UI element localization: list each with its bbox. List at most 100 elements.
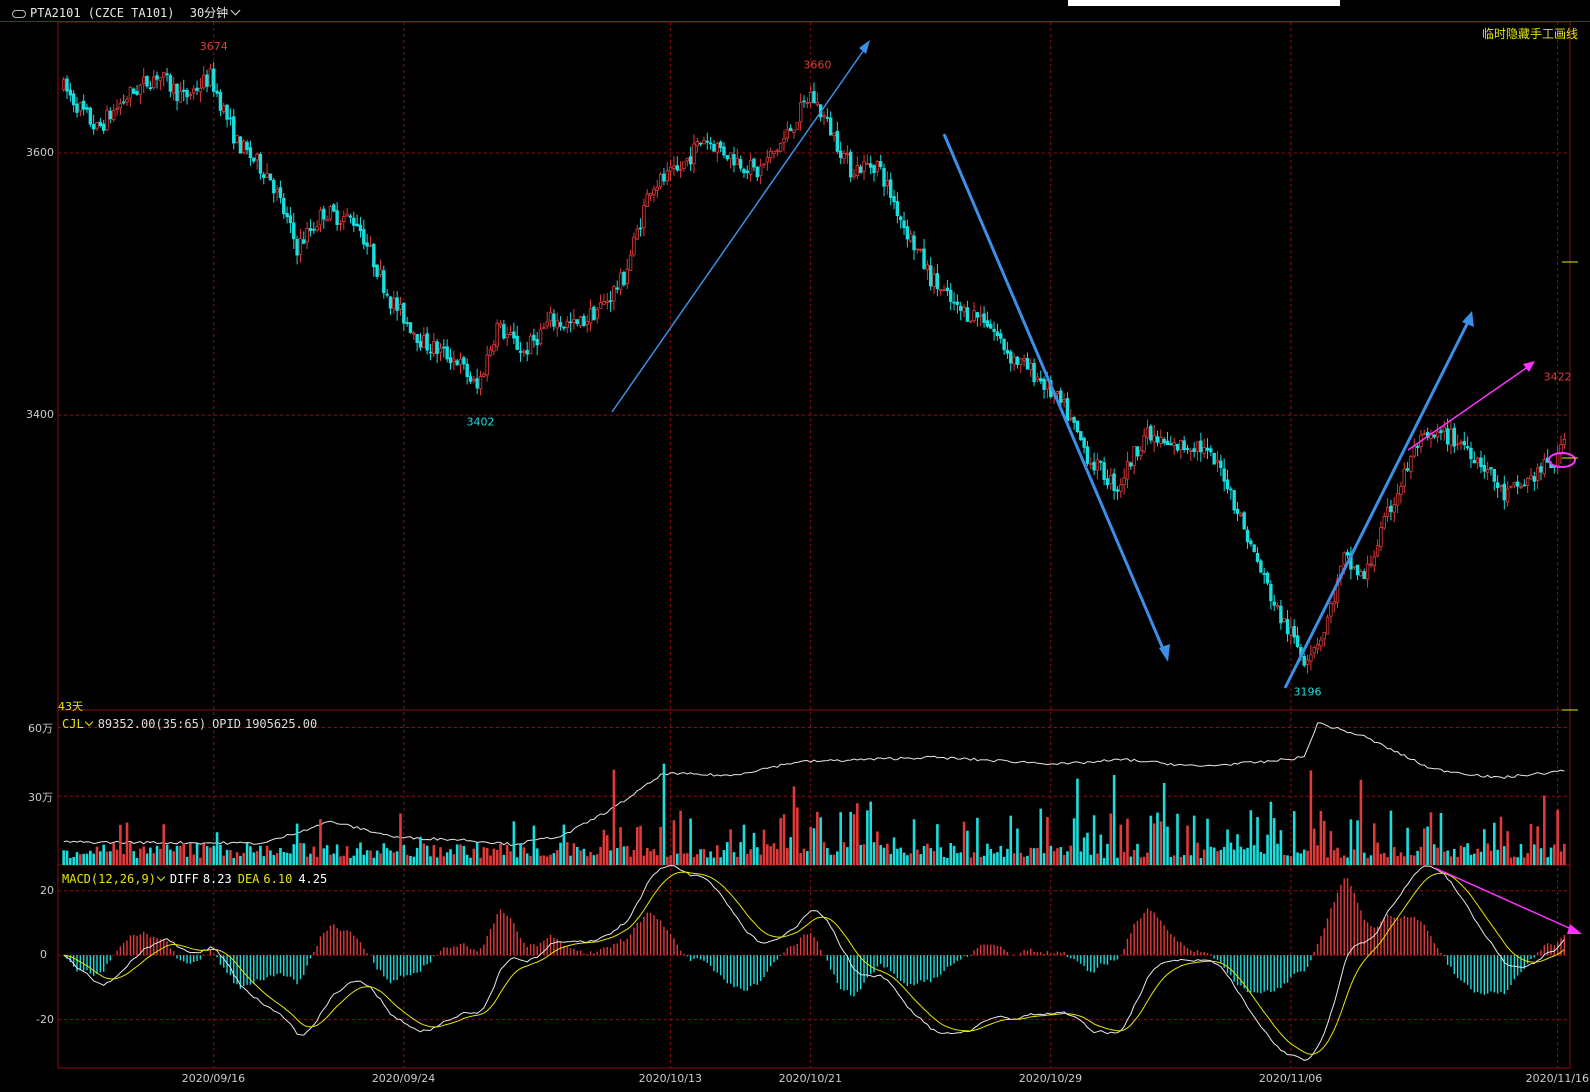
volume-bar [585,856,589,865]
candle-body [788,127,793,132]
volume-bar [1459,845,1463,865]
macd-axis-tick: -20 [36,1012,54,1026]
candle-body [1355,564,1360,576]
volume-bar [529,856,532,865]
hide-drawings-button[interactable]: 临时隐藏手工画线 [1481,27,1578,41]
chevron-down-icon[interactable] [156,872,166,882]
candle-body [322,208,326,220]
volume-bar [1382,852,1386,865]
candle-body [178,91,183,103]
volume-bar [149,847,152,865]
volume-bar [572,843,576,865]
volume-bar [1319,810,1323,865]
volume-bar [709,851,712,865]
candle-body [315,226,319,231]
candle-body [1099,460,1103,463]
volume-bar [946,857,949,865]
candle-body [772,150,776,154]
volume-bar [85,853,89,865]
candle-body [1405,468,1410,471]
candle-body [878,161,883,168]
volume-bar [1136,843,1139,865]
volume-bar [826,848,829,865]
volume-bar [165,844,169,865]
candle-body [515,335,519,350]
candle-body [995,331,1000,337]
volume-bar [1456,856,1459,865]
volume-bar [662,763,666,865]
volume-bar [95,846,99,865]
candle-body [1485,469,1490,473]
volume-bar [382,843,386,865]
period-label[interactable]: 30分钟 [189,6,229,20]
candle-body [1402,468,1406,487]
candle-body [1269,583,1273,602]
macd-axis-tick: 0 [40,948,47,962]
macd-axis-tick: 20 [40,883,54,897]
volume-bar [252,852,256,865]
volume-bar [442,856,446,865]
chevron-down-icon[interactable] [84,717,93,727]
candle-body [1279,605,1283,624]
opid-series [63,722,1565,846]
volume-bar [159,848,162,865]
candle-body [1229,488,1233,491]
volume-bar [735,856,739,865]
chevron-down-icon[interactable] [230,5,241,16]
volume-bar [122,853,125,865]
candle-body [862,161,866,172]
candle-body [585,320,589,325]
volume-bar [1036,847,1039,865]
candle-body [1092,461,1096,471]
volume-bar [1216,851,1219,865]
hand-drawn-lines[interactable] [611,40,1582,934]
toolbar-strip [1068,0,1340,6]
volume-bar [1429,812,1433,865]
candle-body [555,320,559,329]
candle-body [1035,376,1040,381]
volume-bar [1349,819,1353,865]
volume-bar [1282,854,1286,865]
symbol-selector[interactable]: PTA2101 (CZCE TA101) 30分钟 [12,4,241,21]
candle-body [372,243,376,268]
volume-bar [349,857,352,865]
volume-bar [1422,828,1426,865]
trend-arrow-up-2 [1283,317,1472,689]
volume-bar [622,846,626,865]
candle-body [1372,556,1376,567]
volume-bar [672,820,676,865]
volume-bar [1563,843,1566,865]
volume-bar [909,853,913,865]
candle-body [1465,446,1470,449]
volume-name[interactable]: CJL [62,717,84,731]
candle-body [1085,446,1090,464]
candle-body [698,142,703,145]
volume-bar [365,850,369,865]
volume-bar [1559,851,1563,865]
volume-bar [72,856,75,865]
candle-body [695,141,699,147]
candle-body [792,129,796,133]
candle-body [238,136,243,154]
candle-body [498,322,503,326]
candle-body [111,110,116,120]
candle-body [1439,430,1443,433]
volume-bar [919,854,923,865]
dea-label: DEA [237,872,260,886]
volume-bar [249,846,252,865]
candle-body [278,187,283,199]
candle-body [1345,551,1350,556]
macd-name[interactable]: MACD(12,26,9) [62,872,156,886]
volume-bar [199,857,202,865]
price-axis-tick: 3600 [26,146,54,160]
volume-bar [99,851,102,865]
candle-body [205,74,209,87]
volume-bar [639,825,642,865]
volume-bar [1029,847,1033,865]
candle-body [432,341,436,354]
volume-bar [655,855,659,865]
candle-body [668,166,673,172]
volume-bar [1166,826,1169,865]
volume-bar [1329,831,1333,865]
